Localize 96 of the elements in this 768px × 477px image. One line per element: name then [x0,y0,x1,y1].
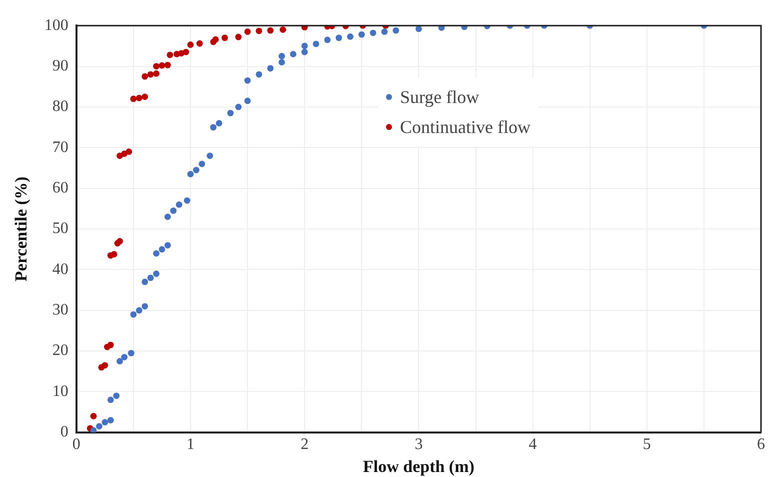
point [153,270,160,277]
point [312,40,320,48]
y-tick-label: 100 [44,16,68,34]
point [136,94,142,102]
point [280,26,286,33]
x-tick-label: 3 [414,436,423,454]
point [121,354,128,360]
point [198,160,206,168]
x-tick-label: 1 [186,436,194,454]
x-tick-label: 6 [757,436,765,454]
legend-label: Surge flow [400,86,480,109]
point [110,251,118,258]
point [164,214,171,220]
point [347,33,354,40]
y-tick-label: 30 [52,302,68,319]
point [290,50,296,58]
point [164,62,171,68]
point [244,98,251,104]
point [392,27,400,34]
point [210,124,217,130]
point [370,30,376,36]
y-tick-label: 70 [52,138,68,156]
point [147,71,154,78]
x-tick-label: 5 [642,436,651,454]
y-tick-label: 0 [60,424,68,441]
y-tick-label: 80 [52,98,68,116]
point [278,52,285,60]
point [102,362,108,368]
point [90,427,97,432]
y-tick-label: 10 [52,382,68,400]
point [222,34,228,42]
point [184,197,190,204]
point [116,238,123,244]
point [187,170,194,178]
point [90,412,97,420]
point [358,31,365,38]
x-axis-title: Flow depth (m) [362,457,474,476]
point [107,396,114,404]
point [176,201,182,208]
point [301,48,308,56]
point [142,278,148,286]
point [381,28,388,35]
point [212,36,219,43]
point [206,152,214,159]
point [336,34,342,42]
point [102,419,108,426]
y-tick-label: 60 [52,180,68,197]
point [158,62,166,69]
point [142,73,148,80]
point [107,342,114,348]
point [153,63,160,70]
point [130,96,137,102]
point [187,42,194,48]
point [116,358,123,364]
point [126,148,132,155]
point [235,34,242,40]
y-tick-label: 20 [52,342,68,360]
y-tick-label: 40 [52,260,68,278]
point [196,40,203,47]
point [267,27,274,34]
point [256,71,262,78]
point [267,65,274,72]
point [128,350,134,356]
point [136,307,142,314]
y-axis-title: Percentile (%) [12,176,31,282]
point [96,423,102,430]
y-tick-label: 90 [52,57,68,74]
point [227,110,234,116]
point [153,70,160,77]
point [113,392,120,399]
point [147,274,154,282]
point [278,59,285,66]
x-tick-label: 0 [72,436,80,454]
point [166,52,174,58]
point [142,303,148,310]
point [130,311,137,318]
point [244,28,251,35]
point [244,77,251,84]
point [153,250,160,257]
legend-label: Continuative flow [400,116,530,139]
point [142,94,148,100]
point [301,42,308,50]
point [256,28,262,34]
point [158,246,166,253]
x-tick-label: 2 [300,436,309,454]
point [170,207,177,214]
point [235,104,242,110]
point [107,416,114,424]
point [324,36,331,44]
x-tick-label: 4 [528,436,537,454]
point [193,166,200,174]
point [164,242,171,248]
point [182,48,190,56]
point [416,26,422,32]
point [216,120,222,126]
y-tick-label: 50 [52,220,68,238]
